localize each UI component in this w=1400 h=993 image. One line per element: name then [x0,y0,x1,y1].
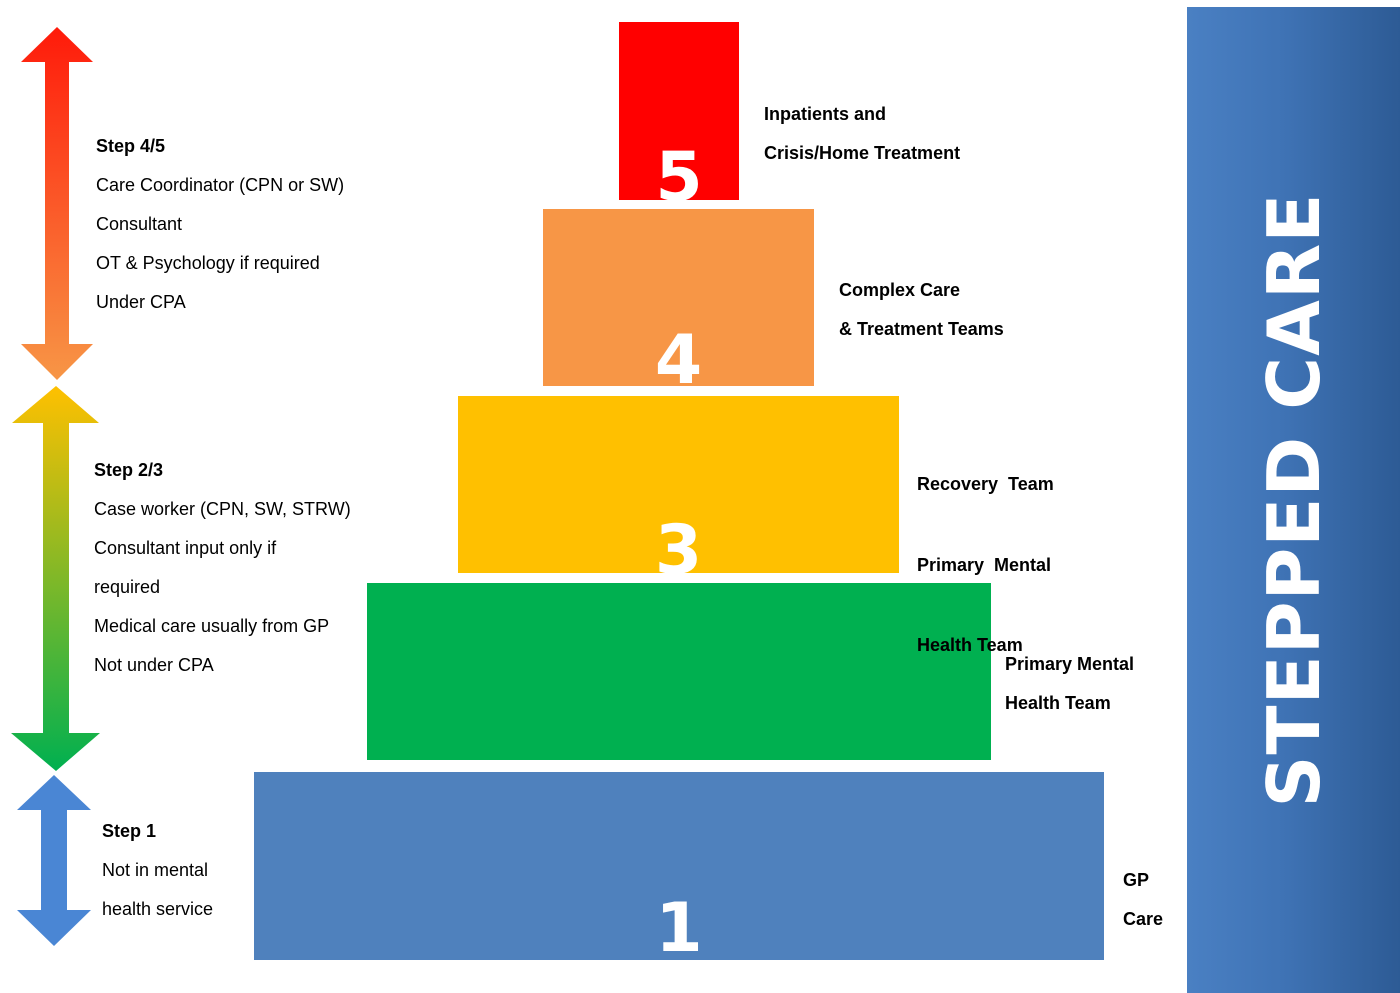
step-2-3-description: Step 2/3 Case worker (CPN, SW, STRW) Con… [94,460,351,694]
step-2-3-line: Not under CPA [94,655,214,675]
step-2-label-line: Health Team [1005,692,1111,713]
step-5-number: 5 [655,138,703,217]
step-4-5-line: Under CPA [96,292,186,312]
step-3-number: 3 [654,511,703,590]
step-4-label-line: & Treatment Teams [839,318,1004,339]
step-1-label-line: Care [1123,908,1164,929]
step-1-label-line: GP [1123,870,1150,890]
double-arrow-step-1 [17,775,91,946]
stepped-care-banner: STEPPED CARE [1187,7,1400,993]
step-1-number: 1 [655,889,703,968]
step-4-5-line: Care Coordinator (CPN or SW) [96,175,345,195]
step-4-box: 4 [543,209,814,395]
step-4-5-heading: Step 4/5 [96,136,166,156]
step-2-label-line: Primary Mental [1005,654,1135,674]
step-4-5-line: OT & Psychology if required [96,253,320,273]
step-4-label: Complex Care & Treatment Teams [839,280,1004,357]
step-2-3-line: required [94,577,161,597]
step-3-label-line: Health Team [917,635,1023,655]
step-2-3-heading: Step 2/3 [94,460,164,480]
step-5-box: 5 [619,22,739,212]
step-1-line: Not in mental [102,860,209,880]
step-2-box [367,583,991,760]
banner-title: STEPPED CARE [1251,192,1336,808]
step-arrows [11,27,100,946]
step-5-label-line: Inpatients and [764,104,887,124]
step-4-5-line: Consultant [96,214,183,234]
step-1-heading: Step 1 [102,821,157,841]
step-5-label-line: Crisis/Home Treatment [764,142,961,163]
step-1-line: health service [102,899,214,919]
step-5-label: Inpatients and Crisis/Home Treatment [764,104,960,181]
step-4-label-line: Complex Care [839,280,961,300]
step-3-label-line: Primary Mental [917,554,1052,575]
double-arrow-step-2-3 [11,386,100,771]
step-4-5-description: Step 4/5 Care Coordinator (CPN or SW) Co… [96,136,344,331]
step-4-number: 4 [654,321,703,400]
step-1-label: GP Care [1123,870,1163,947]
step-1-description: Step 1 Not in mental health service [102,821,213,938]
double-arrow-step-4-5 [21,27,93,380]
step-2-3-line: Medical care usually from GP [94,616,330,636]
step-2-3-line: Case worker (CPN, SW, STRW) [94,499,351,519]
step-1-box: 1 [254,772,1104,968]
step-2-label: Primary Mental Health Team [1005,654,1134,733]
step-3-label: Recovery Team Primary Mental Health Team [917,432,1054,695]
step-3-label-line: Recovery Team [917,474,1054,494]
step-3-box: 3 [458,396,899,585]
step-2-3-line: Consultant input only if [94,538,277,558]
